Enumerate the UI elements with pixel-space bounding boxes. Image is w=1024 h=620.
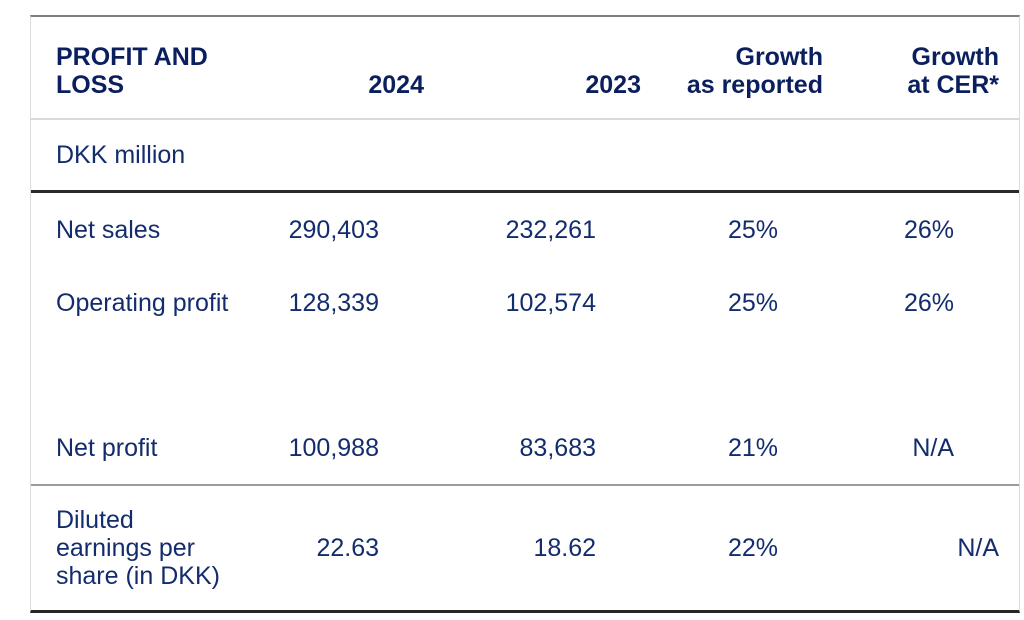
unit-label: DKK million — [56, 141, 186, 169]
header-growth-at-cer: Growth at CER* — [907, 43, 999, 99]
net-profit-growth-cer: N/A — [912, 434, 954, 462]
diluted-eps-growth-cer: N/A — [957, 534, 999, 562]
net-sales-growth-cer: 26% — [903, 215, 954, 244]
operating-profit-2023: 102,574 — [505, 288, 596, 317]
row-net-sales: Net sales 290,403 232,261 25% 26% — [31, 193, 1019, 266]
row-net-profit: Net profit 100,988 83,683 21% N/A — [31, 412, 1019, 486]
table-header-row: PROFIT AND LOSS 2024 2023 Growth as repo… — [31, 17, 1019, 120]
header-2024: 2024 — [368, 71, 424, 99]
header-2023: 2023 — [585, 71, 641, 99]
diluted-eps-label: Diluted earnings per share (in DKK) — [56, 506, 220, 590]
net-profit-label: Net profit — [56, 434, 158, 462]
header-profit-and-loss: PROFIT AND LOSS — [56, 43, 208, 99]
row-operating-profit: Operating profit 128,339 102,574 25% 26% — [31, 266, 1019, 339]
empty-spacer-row — [31, 339, 1019, 412]
net-profit-2023: 83,683 — [519, 434, 596, 462]
operating-profit-growth-reported: 25% — [727, 288, 778, 317]
operating-profit-label: Operating profit — [56, 288, 229, 317]
operating-profit-growth-cer: 26% — [903, 288, 954, 317]
diluted-eps-2024: 22.63 — [316, 534, 379, 562]
net-profit-2024: 100,988 — [288, 434, 379, 462]
profit-loss-table: PROFIT AND LOSS 2024 2023 Growth as repo… — [30, 15, 1020, 613]
unit-row: DKK million — [31, 120, 1019, 193]
net-sales-2023: 232,261 — [505, 215, 596, 244]
net-profit-growth-reported: 21% — [727, 434, 778, 462]
net-sales-2024: 290,403 — [288, 215, 379, 244]
net-sales-label: Net sales — [56, 215, 161, 244]
diluted-eps-2023: 18.62 — [533, 534, 596, 562]
row-diluted-eps: Diluted earnings per share (in DKK) 22.6… — [31, 486, 1019, 610]
operating-profit-2024: 128,339 — [288, 288, 379, 317]
net-sales-growth-reported: 25% — [727, 215, 778, 244]
header-growth-as-reported: Growth as reported — [686, 43, 823, 99]
diluted-eps-growth-reported: 22% — [727, 534, 778, 562]
